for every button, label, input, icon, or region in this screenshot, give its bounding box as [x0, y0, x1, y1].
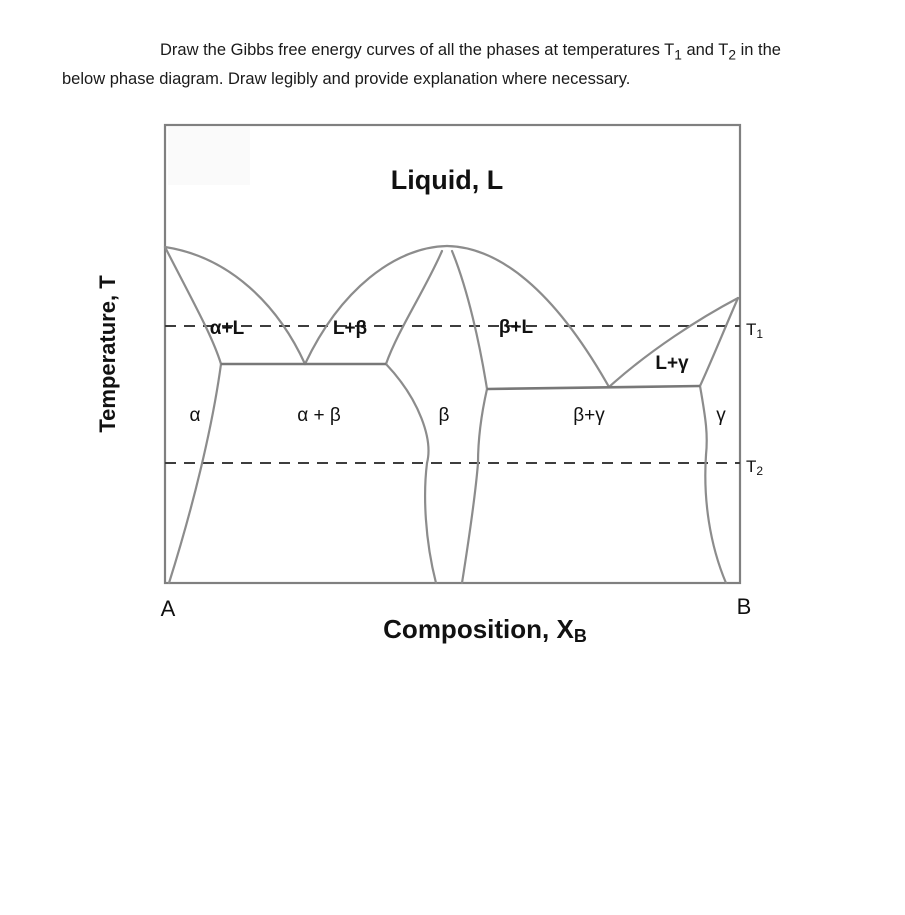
svg-text:T2: T2	[746, 457, 763, 478]
svg-text:α + β: α + β	[297, 405, 341, 426]
svg-text:A: A	[161, 596, 176, 621]
svg-text:γ: γ	[716, 405, 726, 426]
svg-text:L+γ: L+γ	[655, 353, 689, 374]
svg-text:β: β	[439, 405, 450, 426]
svg-text:Liquid, L: Liquid, L	[391, 165, 503, 195]
svg-text:L+β: L+β	[333, 318, 367, 339]
svg-text:Composition, XB: Composition, XB	[383, 614, 587, 646]
svg-text:α+L: α+L	[210, 318, 245, 339]
svg-text:B: B	[737, 594, 752, 619]
svg-text:α: α	[190, 405, 201, 426]
svg-text:β+γ: β+γ	[573, 405, 605, 426]
svg-text:T1: T1	[746, 320, 763, 341]
svg-text:β+L: β+L	[499, 317, 534, 338]
